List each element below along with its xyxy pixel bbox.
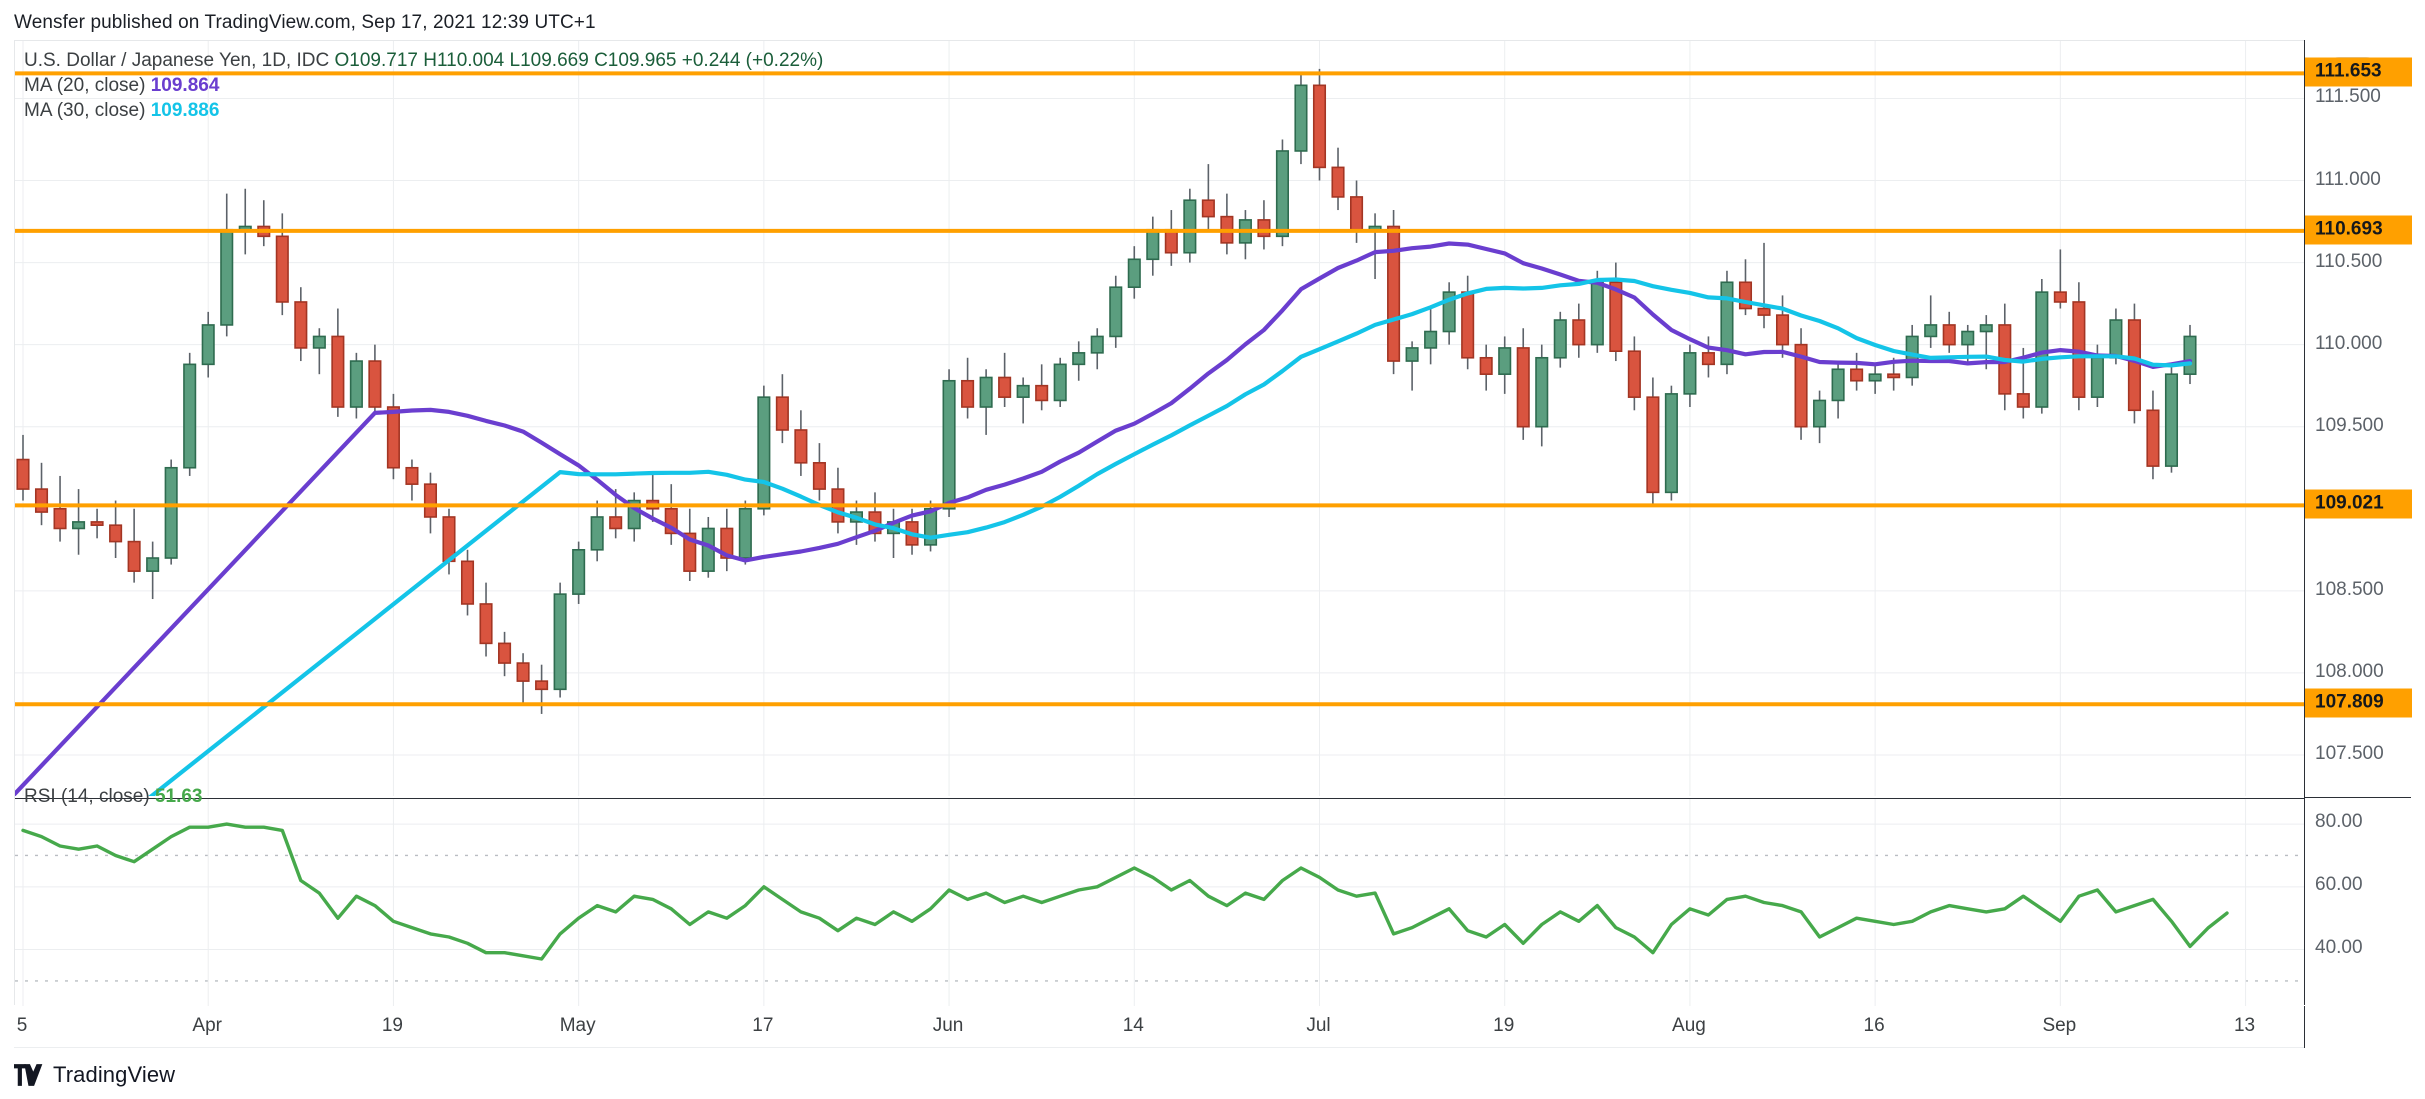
tradingview-mark-icon [14, 1064, 44, 1086]
price-tick-109.500: 109.500 [2315, 414, 2384, 436]
price-tick-110.500: 110.500 [2315, 250, 2383, 272]
tradingview-logo[interactable]: TradingView [14, 1062, 175, 1088]
attribution-text: Wensfer published on TradingView.com, Se… [14, 12, 596, 33]
time-tick-Jul: Jul [1306, 1015, 1331, 1036]
time-tick-5: 5 [16, 1015, 28, 1036]
price-tick-107.500: 107.500 [2315, 742, 2384, 764]
time-tick-May: May [559, 1015, 596, 1036]
price-tick-111.000: 111.000 [2315, 168, 2381, 190]
time-tick-Jun: Jun [932, 1015, 964, 1036]
candlestick-chart[interactable] [15, 41, 2305, 796]
price-tick-108.500: 108.500 [2315, 578, 2384, 600]
price-level-label-107.809[interactable]: 107.809 [2305, 688, 2412, 718]
rsi-chart[interactable] [15, 799, 2305, 1006]
time-tick-Apr: Apr [192, 1015, 222, 1036]
time-tick-Aug: Aug [1672, 1015, 1706, 1036]
chart-frame[interactable] [14, 40, 2305, 1006]
price-level-label-110.693[interactable]: 110.693 [2305, 215, 2412, 245]
time-tick-19: 19 [1493, 1015, 1515, 1036]
price-level-label-111.653[interactable]: 111.653 [2305, 57, 2412, 87]
time-tick-13: 13 [2233, 1015, 2256, 1036]
scale-pane-divider [2304, 797, 2411, 798]
price-level-label-109.021[interactable]: 109.021 [2305, 489, 2412, 519]
tradingview-brand-text: TradingView [53, 1062, 176, 1087]
time-scale-right-edge [2304, 1006, 2305, 1048]
time-tick-19: 19 [381, 1015, 403, 1036]
time-tick-17: 17 [752, 1015, 774, 1036]
time-scale[interactable]: 5 Apr 19 May 17 Jun 14 Jul 19 Aug 16 Sep 13 [14, 1006, 2304, 1048]
price-tick-110.000: 110.000 [2315, 332, 2383, 354]
time-tick-14: 14 [1122, 1015, 1144, 1036]
rsi-pane[interactable] [15, 798, 2305, 1006]
time-tick-16: 16 [1863, 1015, 1885, 1036]
rsi-tick-40.00: 40.00 [2315, 936, 2363, 958]
price-tick-108.000: 108.000 [2315, 660, 2384, 682]
rsi-tick-80.00: 80.00 [2315, 811, 2363, 833]
price-pane[interactable] [15, 41, 2305, 796]
price-scale[interactable]: 1 JPY 0 111.500111.000110.500110.000109.… [2304, 40, 2412, 1005]
time-tick-Sep: Sep [2042, 1015, 2077, 1036]
price-tick-111.500: 111.500 [2315, 86, 2381, 108]
rsi-tick-60.00: 60.00 [2315, 873, 2363, 895]
